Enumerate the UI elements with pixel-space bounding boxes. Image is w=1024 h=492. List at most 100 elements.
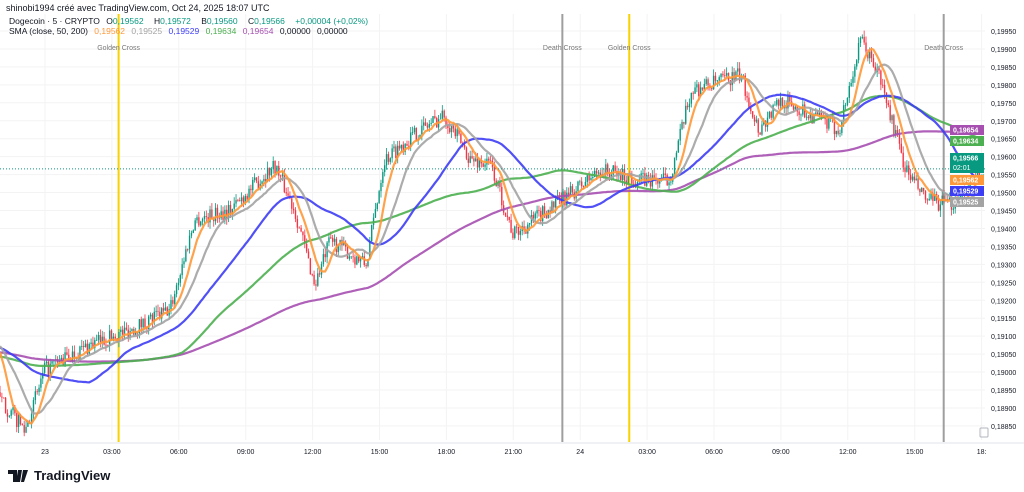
- candle: [571, 183, 574, 195]
- candle-body: [854, 66, 856, 77]
- candle-body: [423, 122, 425, 126]
- sma-value: 0,19654: [242, 26, 274, 36]
- candle-body: [313, 274, 315, 285]
- candle-body: [582, 186, 585, 187]
- candle-body: [183, 261, 185, 265]
- time-tick-label: 21:00: [505, 449, 523, 456]
- sma-legend[interactable]: SMA (close, 50, 200) 0,19562 0,19525 0,1…: [9, 26, 372, 36]
- candle-body: [177, 282, 180, 286]
- candle: [906, 160, 908, 173]
- price-tick-label: 0,19600: [991, 155, 1016, 162]
- candle: [519, 228, 522, 241]
- candle-body: [865, 42, 867, 52]
- candle-body: [948, 197, 951, 200]
- candle-body: [216, 207, 219, 218]
- candle-body: [815, 112, 817, 115]
- candle: [579, 179, 581, 186]
- candle-body: [49, 363, 51, 375]
- candle-body: [802, 104, 804, 115]
- candle: [16, 411, 18, 433]
- candle: [452, 124, 455, 133]
- candle: [110, 329, 113, 341]
- candle-body: [350, 256, 352, 258]
- golden-cross-label: Golden Cross: [97, 45, 140, 52]
- candle-body: [731, 72, 733, 86]
- candle: [584, 177, 587, 188]
- candle-body: [101, 336, 103, 343]
- candle-body: [411, 132, 414, 133]
- symbol-legend[interactable]: Dogecoin · 5 · CRYPTO O0,19562 H0,19572 …: [9, 16, 372, 26]
- candle: [761, 120, 763, 136]
- candle-body: [10, 410, 12, 416]
- price-tick-label: 0,19950: [991, 29, 1016, 36]
- candle-body: [811, 113, 813, 124]
- candle: [499, 176, 501, 192]
- candle-body: [94, 340, 96, 349]
- candle-body: [807, 116, 810, 119]
- candle-body: [348, 256, 351, 259]
- candle: [81, 339, 83, 350]
- candle-body: [670, 181, 672, 183]
- candle-body: [759, 132, 761, 135]
- candle-body: [134, 331, 137, 335]
- candle-body: [926, 199, 929, 201]
- candle: [142, 318, 144, 334]
- candle: [307, 248, 310, 259]
- candle-body: [393, 146, 395, 149]
- last-price-badge-value: 0,19566: [953, 156, 978, 163]
- price-tick-label: 0,18850: [991, 424, 1016, 431]
- candle-body: [397, 145, 399, 158]
- candle-body: [867, 51, 869, 59]
- candle-body: [337, 244, 339, 253]
- close-label: C: [248, 16, 255, 26]
- candle-body: [257, 181, 260, 190]
- candle: [722, 71, 724, 78]
- candle-body: [478, 160, 481, 168]
- candle-body: [244, 195, 247, 204]
- candle: [930, 188, 932, 201]
- candle-body: [413, 127, 416, 133]
- candle-body: [278, 165, 280, 176]
- candle: [88, 342, 90, 356]
- candle: [478, 159, 481, 171]
- time-tick-label: 24: [576, 449, 584, 456]
- candle-body: [151, 314, 154, 322]
- candle-body: [370, 225, 373, 242]
- candle-body: [870, 51, 873, 59]
- candle-body: [939, 204, 942, 211]
- candle: [523, 220, 525, 235]
- candle-body: [147, 316, 150, 330]
- candle-body: [443, 110, 445, 118]
- candle: [800, 113, 802, 122]
- candle: [187, 248, 189, 252]
- candle-body: [737, 68, 739, 72]
- candle: [121, 325, 124, 341]
- candle: [398, 140, 401, 151]
- candle-body: [118, 332, 120, 342]
- candle: [501, 182, 503, 211]
- candle: [172, 296, 174, 307]
- candle-body: [162, 308, 165, 311]
- death-cross-label: Death Cross: [543, 45, 582, 52]
- candle-body: [389, 158, 391, 162]
- candle-body: [45, 361, 48, 364]
- candle-body: [51, 361, 53, 364]
- candle: [473, 156, 475, 167]
- candle-body: [292, 208, 295, 211]
- candle: [891, 114, 893, 124]
- candle-body: [883, 84, 886, 93]
- candle-body: [60, 357, 63, 361]
- candle: [508, 216, 510, 223]
- candle: [450, 125, 453, 138]
- candle: [748, 92, 750, 109]
- tradingview-logo[interactable]: TradingView: [8, 468, 110, 483]
- candle-body: [198, 217, 200, 226]
- candle-body: [305, 243, 308, 252]
- candle-body: [246, 195, 248, 200]
- candle: [512, 228, 514, 240]
- price-chart[interactable]: Golden Cross Death Cross Golden Cross Death…: [0, 0, 1024, 462]
- candle-body: [471, 156, 473, 159]
- candle-body: [898, 134, 901, 144]
- candle-body: [677, 140, 680, 153]
- candle: [317, 267, 319, 287]
